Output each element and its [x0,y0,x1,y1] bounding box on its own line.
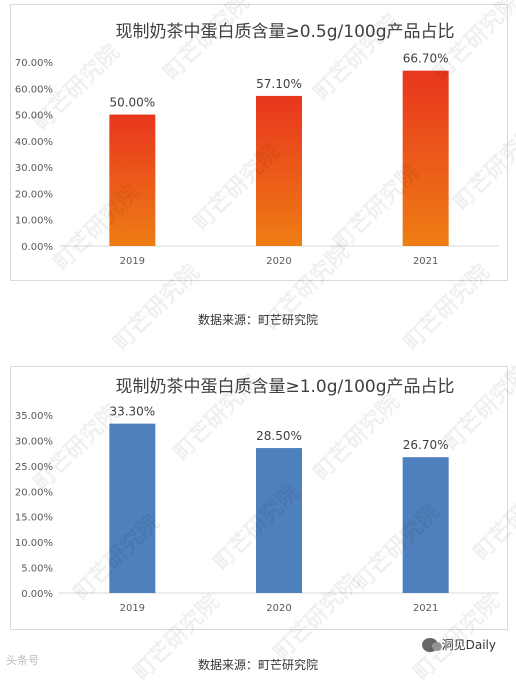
bar-2020 [256,448,302,593]
chart-title: 现制奶茶中蛋白质含量≥0.5g/100g产品占比 [115,22,454,42]
x-tick-label: 2021 [413,256,438,267]
data-label: 28.50% [256,429,302,443]
y-tick-label: 35.00% [15,411,53,422]
bar-2020 [256,95,302,246]
data-label: 66.70% [403,52,449,66]
brand-name: 洞见Daily [441,638,496,652]
chart-title: 现制奶茶中蛋白质含量≥1.0g/100g产品占比 [115,377,454,397]
wechat-icon [421,637,442,652]
y-tick-label: 30.00% [15,163,53,174]
chart-1-svg: 现制奶茶中蛋白质含量≥0.5g/100g产品占比 0.00% 10.00% 20.00… [15,22,499,267]
y-tick-label: 30.00% [15,436,53,447]
y-tick-label: 25.00% [15,462,53,473]
x-tick-label: 2019 [120,256,145,267]
y-tick-label: 20.00% [15,189,53,200]
data-label: 50.00% [109,96,155,110]
source-label-1: 数据来源：町芒研究院 [197,313,318,327]
y-tick-label: 10.00% [15,216,53,227]
bar-2021 [402,70,449,246]
x-tick-label: 2020 [266,603,291,614]
y-tick-label: 50.00% [15,111,53,122]
y-tick-label: 10.00% [15,538,53,549]
corner-logo: 头条号 [6,654,39,667]
chart-2-svg: 现制奶茶中蛋白质含量≥1.0g/100g产品占比 0.00% 5.00% 10.00%… [15,377,499,614]
x-tick-label: 2019 [120,603,145,614]
y-tick-label: 15.00% [15,513,53,524]
x-tick-label: 2021 [413,603,438,614]
bar-2019 [109,114,156,246]
bar-2019 [109,423,156,593]
source-label-2: 数据来源：町芒研究院 [197,658,318,672]
bar-2021 [402,457,449,593]
y-tick-label: 70.00% [15,58,53,69]
chart-panel-1: 现制奶茶中蛋白质含量≥0.5g/100g产品占比 0.00% 10.00% 20.00… [10,4,508,281]
data-label: 33.30% [109,405,155,419]
y-tick-label: 20.00% [15,487,53,498]
chart-panel-2: 现制奶茶中蛋白质含量≥1.0g/100g产品占比 0.00% 5.00% 10.00%… [10,366,508,630]
y-tick-label: 0.00% [21,589,53,600]
data-label: 26.70% [403,438,449,452]
y-tick-label: 5.00% [21,564,53,575]
data-label: 57.10% [256,77,302,91]
brand-badge: 洞见Daily [421,636,496,653]
y-tick-label: 0.00% [21,242,53,253]
y-tick-label: 60.00% [15,84,53,95]
y-tick-label: 40.00% [15,137,53,148]
x-tick-label: 2020 [266,256,291,267]
